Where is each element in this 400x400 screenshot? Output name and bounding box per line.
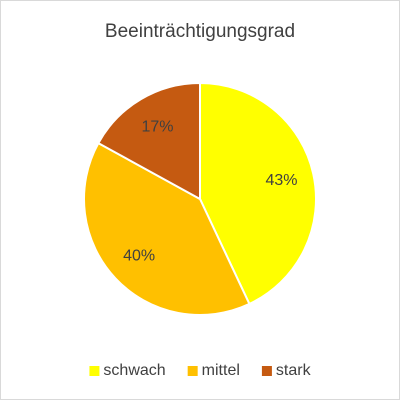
chart-title: Beeinträchtigungsgrad [105, 21, 295, 42]
pie-slice [96, 81, 201, 201]
pie-slice [199, 81, 317, 306]
pie-slice [83, 141, 251, 316]
legend-swatch [187, 366, 198, 376]
data-label: 40% [123, 247, 155, 264]
legend-swatch [89, 366, 100, 376]
data-label: 43% [265, 172, 297, 189]
data-label: 17% [141, 118, 173, 135]
legend-label: schwach [103, 362, 165, 379]
legend-label: mittel [202, 362, 240, 379]
legend-label: stark [276, 362, 312, 379]
legend-swatch [261, 366, 272, 376]
